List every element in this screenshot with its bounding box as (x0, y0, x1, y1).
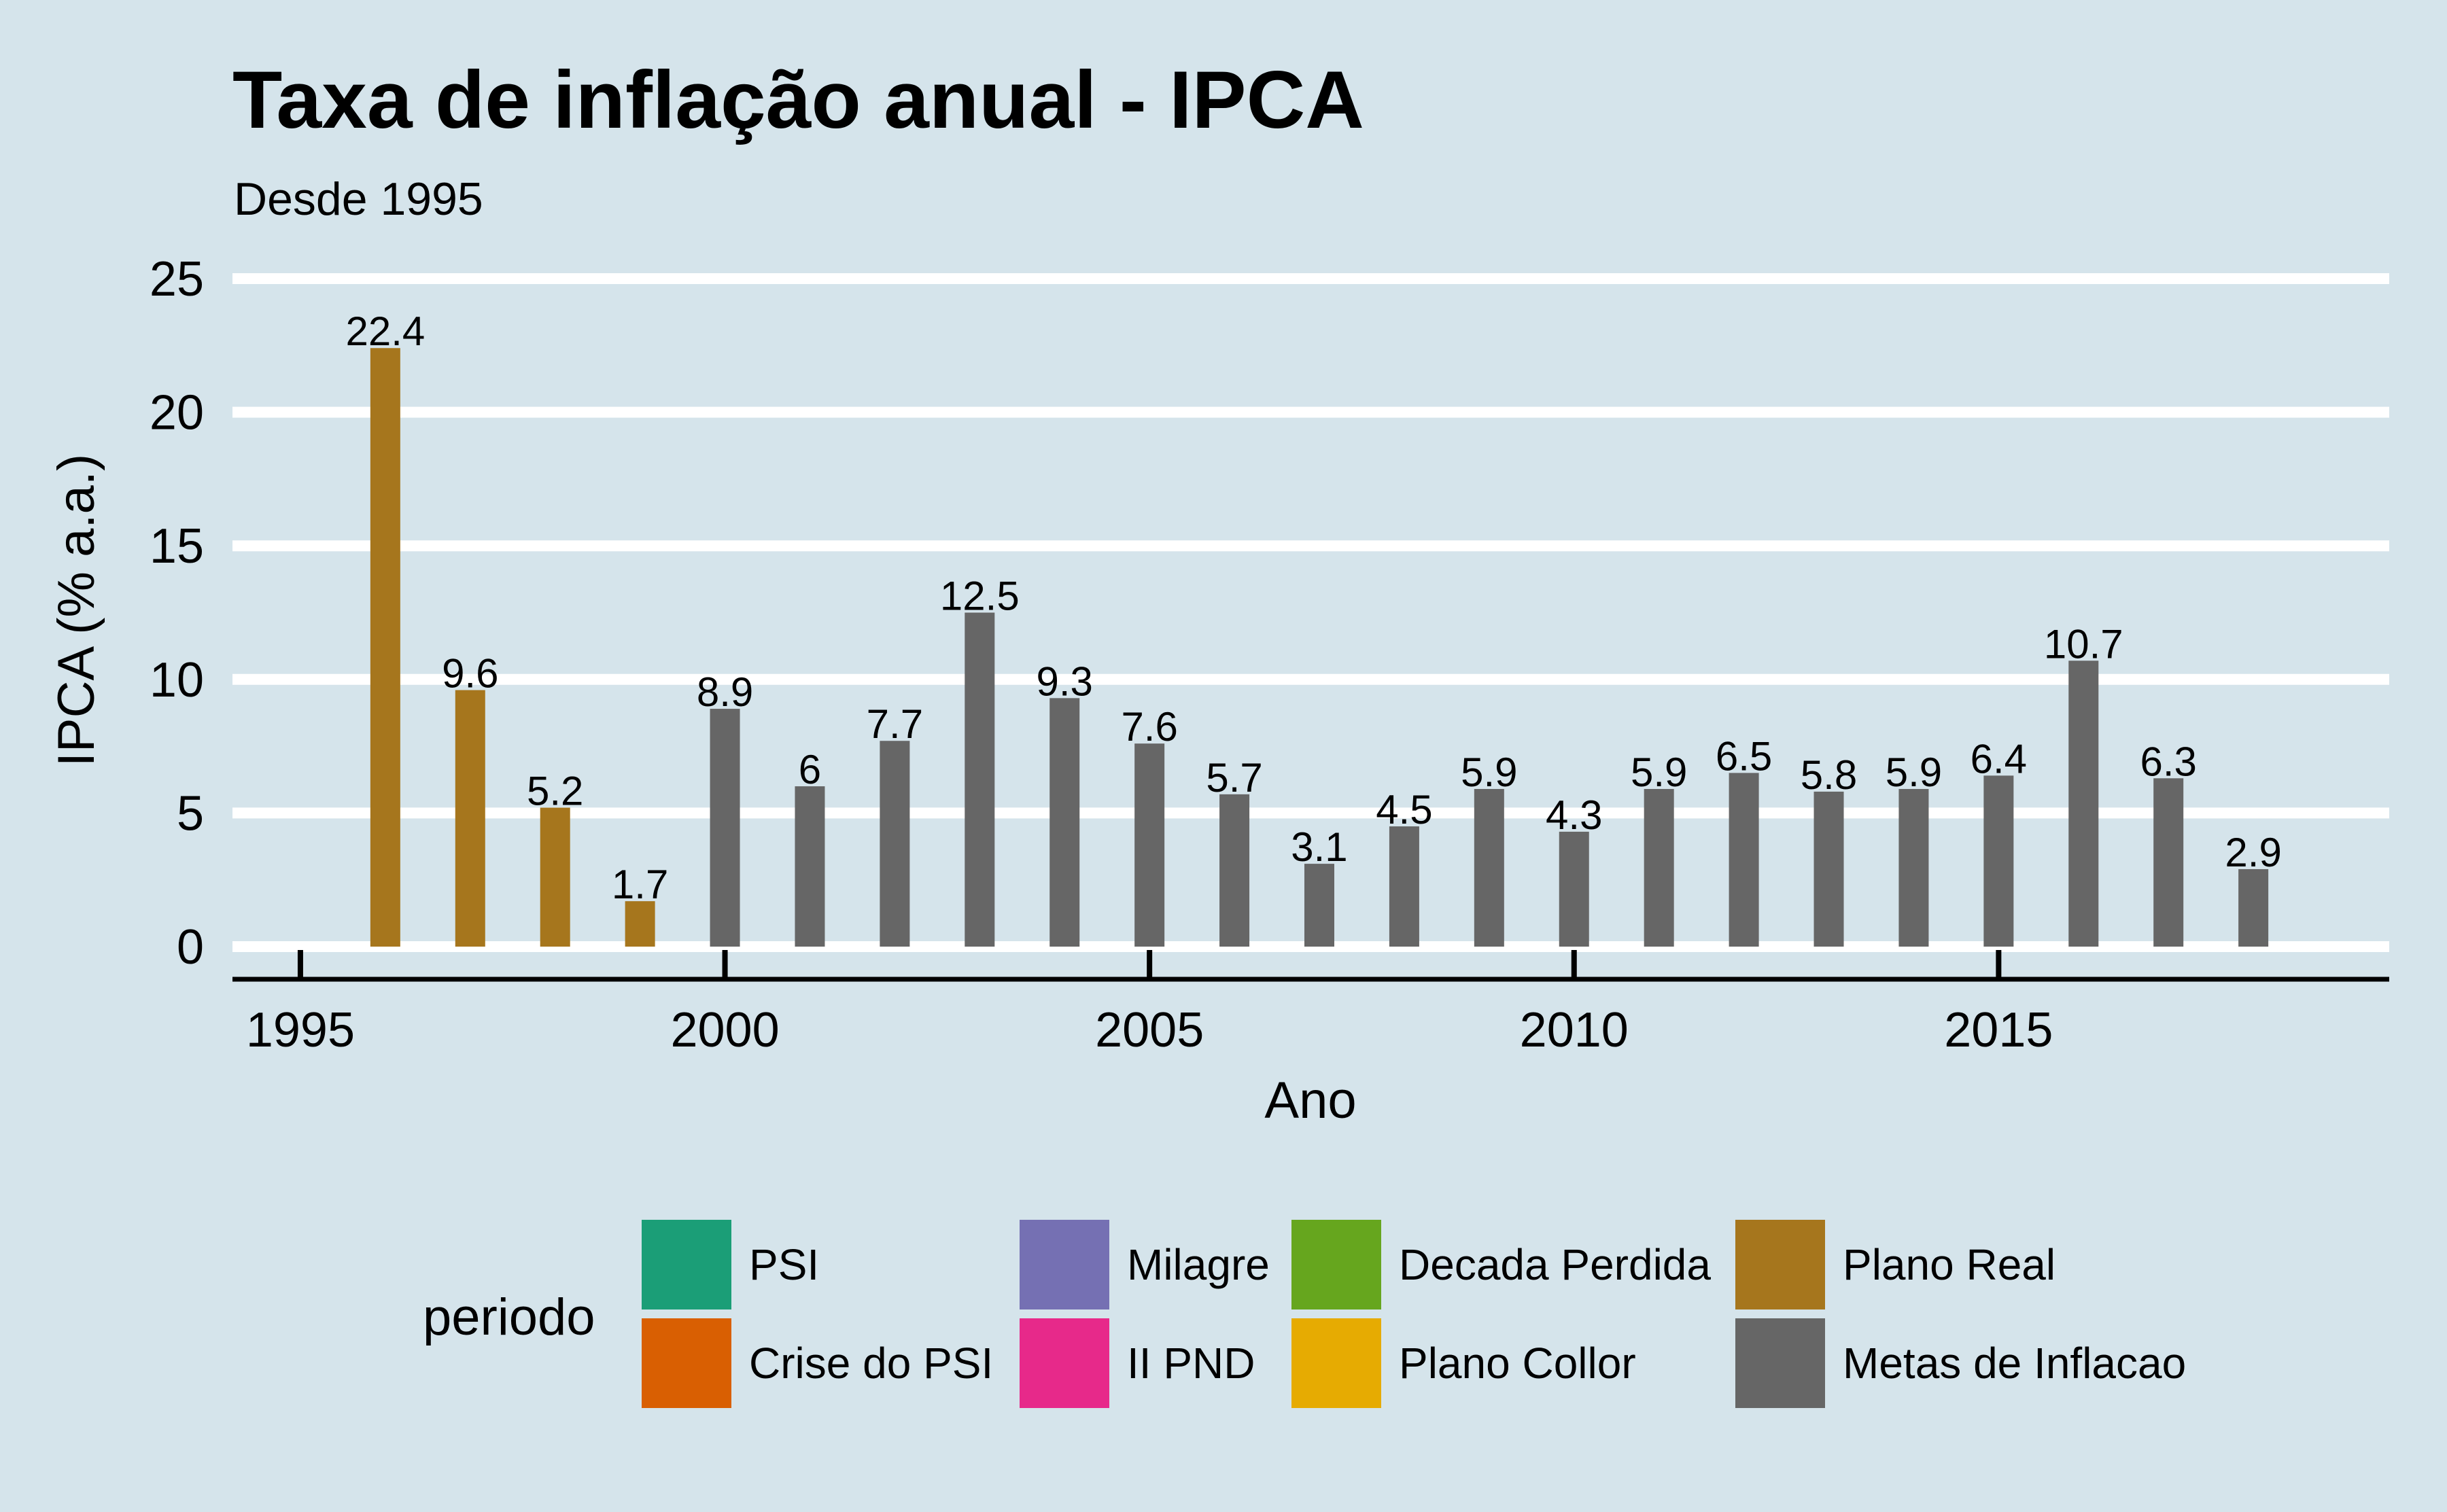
bar-1998 (540, 807, 570, 947)
x-tick-label: 1995 (246, 1003, 355, 1057)
bar-label-2005: 7.6 (1121, 704, 1177, 750)
y-tick-label: 0 (177, 920, 204, 974)
chart-subtitle: Desde 1995 (234, 173, 483, 225)
bar-2003 (965, 612, 995, 947)
legend-swatch (1291, 1220, 1381, 1309)
bar-label-1999: 1.7 (612, 862, 668, 907)
bar-label-2001: 6 (799, 747, 821, 792)
x-axis-title: Ano (1264, 1072, 1356, 1129)
bar-labels: 22.4 9.6 5.2 1.7 8.9 6 7.7 12.5 9.3 7.6 5.7 3.1 4.5 5… (345, 309, 2281, 907)
bar-label-2007: 3.1 (1291, 824, 1347, 870)
bar-label-2002: 7.7 (867, 701, 923, 747)
bar-2002 (880, 741, 910, 947)
y-tick-label: 25 (150, 252, 204, 306)
bar-label-2017: 6.3 (2140, 739, 2196, 784)
bar-2013 (1813, 791, 1844, 947)
bar-label-1997: 9.6 (442, 651, 498, 697)
bar-label-2011: 5.9 (1631, 750, 1687, 795)
bar-label-1996: 22.4 (345, 309, 425, 354)
legend-label: Metas de Inflacao (1843, 1339, 2186, 1388)
legend-swatch (642, 1318, 731, 1408)
x-tick-label: 2015 (1944, 1003, 2053, 1057)
bar-2005 (1134, 743, 1165, 947)
bar-label-2016: 10.7 (2044, 621, 2123, 667)
bar-label-2008: 4.5 (1376, 787, 1432, 832)
bar-2000 (710, 709, 740, 947)
bar-2016 (2068, 661, 2099, 947)
legend: periodo PSI Crise do PSI Milagre II PND Deca… (423, 1220, 2186, 1408)
bars (370, 348, 2269, 947)
y-tick-label: 10 (150, 653, 204, 707)
bar-1999 (625, 901, 655, 947)
gridlines (232, 273, 2389, 952)
bar-2001 (795, 786, 825, 947)
bar-label-2012: 6.5 (1716, 733, 1772, 779)
legend-label: Decada Perdida (1399, 1240, 1711, 1289)
bar-2011 (1644, 789, 1674, 947)
legend-label: II PND (1127, 1339, 1255, 1388)
x-tick-label: 2010 (1520, 1003, 1629, 1057)
x-axis-ticks: 1995 2000 2005 2010 2015 (246, 950, 2053, 1057)
legend-swatch (1735, 1318, 1825, 1408)
bar-2014 (1898, 789, 1929, 947)
bar-label-2006: 5.7 (1206, 755, 1262, 801)
bar-label-2009: 5.9 (1461, 750, 1517, 795)
legend-swatch (1020, 1220, 1109, 1309)
y-axis-ticks: 0 5 10 15 20 25 (150, 252, 204, 974)
y-tick-label: 20 (150, 386, 204, 440)
bar-label-2004: 9.3 (1037, 658, 1093, 704)
legend-label: Plano Collor (1399, 1339, 1636, 1388)
y-axis-title: IPCA (% a.a.) (48, 454, 105, 767)
bar-label-1998: 5.2 (527, 769, 583, 814)
bar-label-2018: 2.9 (2225, 830, 2281, 875)
bar-1996 (370, 348, 400, 947)
legend-label: Plano Real (1843, 1240, 2055, 1289)
bar-2006 (1219, 794, 1250, 947)
bar-label-2000: 8.9 (697, 669, 753, 715)
x-tick-label: 2000 (670, 1003, 779, 1057)
bar-2007 (1304, 864, 1334, 947)
y-tick-label: 15 (150, 519, 204, 574)
legend-swatch (642, 1220, 731, 1309)
legend-label: Crise do PSI (749, 1339, 993, 1388)
bar-label-2014: 5.9 (1886, 750, 1942, 795)
bar-2017 (2153, 778, 2184, 947)
bar-2009 (1474, 789, 1504, 947)
legend-swatch (1291, 1318, 1381, 1408)
bar-2010 (1559, 831, 1589, 947)
bar-2012 (1729, 773, 1759, 947)
bar-label-2010: 4.3 (1546, 792, 1602, 838)
legend-label: Milagre (1127, 1240, 1270, 1289)
chart-title: Taxa de inflação anual - IPCA (232, 54, 1364, 145)
bar-label-2003: 12.5 (940, 574, 1020, 619)
legend-swatch (1020, 1318, 1109, 1408)
bar-1997 (455, 690, 485, 947)
bar-label-2015: 6.4 (1971, 736, 2027, 781)
bar-2008 (1389, 826, 1419, 947)
legend-swatch (1735, 1220, 1825, 1309)
bar-label-2013: 5.8 (1801, 752, 1857, 798)
legend-title: periodo (423, 1288, 595, 1346)
bar-2015 (1983, 775, 2014, 947)
bar-2004 (1049, 698, 1080, 947)
bar-2018 (2238, 868, 2269, 947)
x-tick-label: 2005 (1095, 1003, 1204, 1057)
y-tick-label: 5 (177, 786, 204, 841)
legend-label: PSI (749, 1240, 819, 1289)
